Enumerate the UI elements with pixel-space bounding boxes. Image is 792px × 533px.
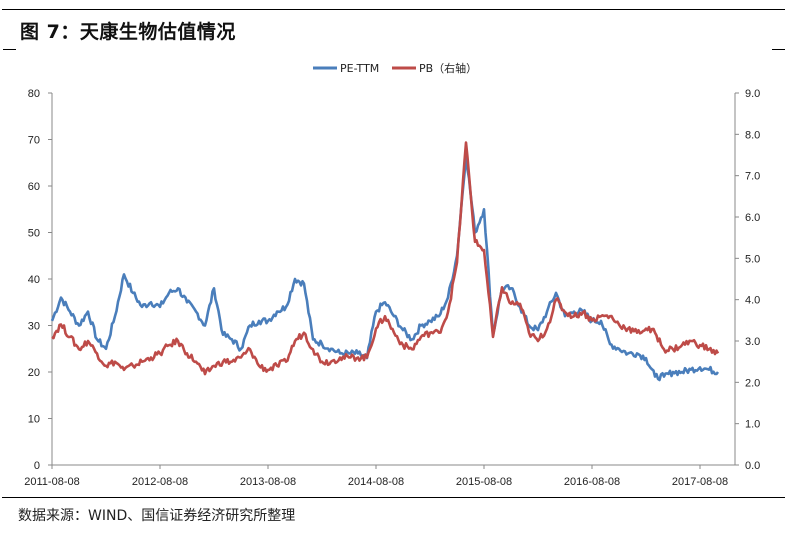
legend-pe-label: PE-TTM — [340, 62, 379, 75]
left-tick-label: 40 — [28, 274, 40, 286]
footer-rule — [2, 497, 785, 498]
right-tick-label: 2.0 — [745, 377, 760, 389]
x-tick-label: 2012-08-08 — [132, 476, 188, 488]
title-right-mark — [772, 49, 785, 50]
left-tick-label: 60 — [28, 181, 40, 193]
chart-lines — [50, 141, 720, 382]
x-tick-label: 2011-08-08 — [24, 476, 79, 488]
right-tick-label: 9.0 — [745, 88, 760, 100]
title-left-mark — [3, 49, 16, 50]
x-tick-label: 2014-08-08 — [348, 476, 404, 488]
left-tick-label: 20 — [28, 367, 40, 379]
figure-title: 图 7：天康生物估值情况 — [20, 21, 236, 43]
right-tick-label: 7.0 — [745, 171, 760, 183]
top-rule — [2, 9, 785, 10]
x-tick-label: 2016-08-08 — [564, 476, 620, 488]
right-tick-label: 0.0 — [745, 460, 760, 472]
chart-axes: 0 10 20 30 40 50 60 70 80 0.0 1.0 2.0 3.0 4.0 5.0 6.0 7.… — [24, 88, 760, 488]
valuation-chart: PE-TTM PB（右轴） 0 10 20 30 40 50 60 70 80 0.0 1.0 2.0 3… — [24, 61, 760, 488]
left-tick-label: 50 — [28, 228, 40, 240]
left-tick-label: 30 — [28, 321, 40, 333]
right-tick-label: 5.0 — [745, 253, 760, 265]
data-source-note: 数据来源：WIND、国信证券经济研究所整理 — [18, 508, 296, 524]
left-tick-label: 0 — [34, 460, 40, 472]
right-tick-label: 8.0 — [745, 129, 760, 141]
x-tick-label: 2013-08-08 — [240, 476, 296, 488]
pe-ttm-line — [50, 152, 720, 382]
right-tick-label: 3.0 — [745, 336, 760, 348]
left-tick-label: 10 — [28, 414, 40, 426]
left-tick-label: 80 — [28, 88, 40, 100]
right-tick-label: 4.0 — [745, 295, 760, 307]
x-tick-label: 2017-08-08 — [672, 476, 728, 488]
pb-line — [51, 141, 720, 376]
right-tick-label: 1.0 — [745, 419, 760, 431]
chart-legend: PE-TTM PB（右轴） — [313, 61, 477, 75]
x-tick-label: 2015-08-08 — [456, 476, 512, 488]
right-tick-label: 6.0 — [745, 212, 760, 224]
left-tick-label: 70 — [28, 135, 40, 147]
legend-pb-label: PB（右轴） — [419, 61, 477, 75]
